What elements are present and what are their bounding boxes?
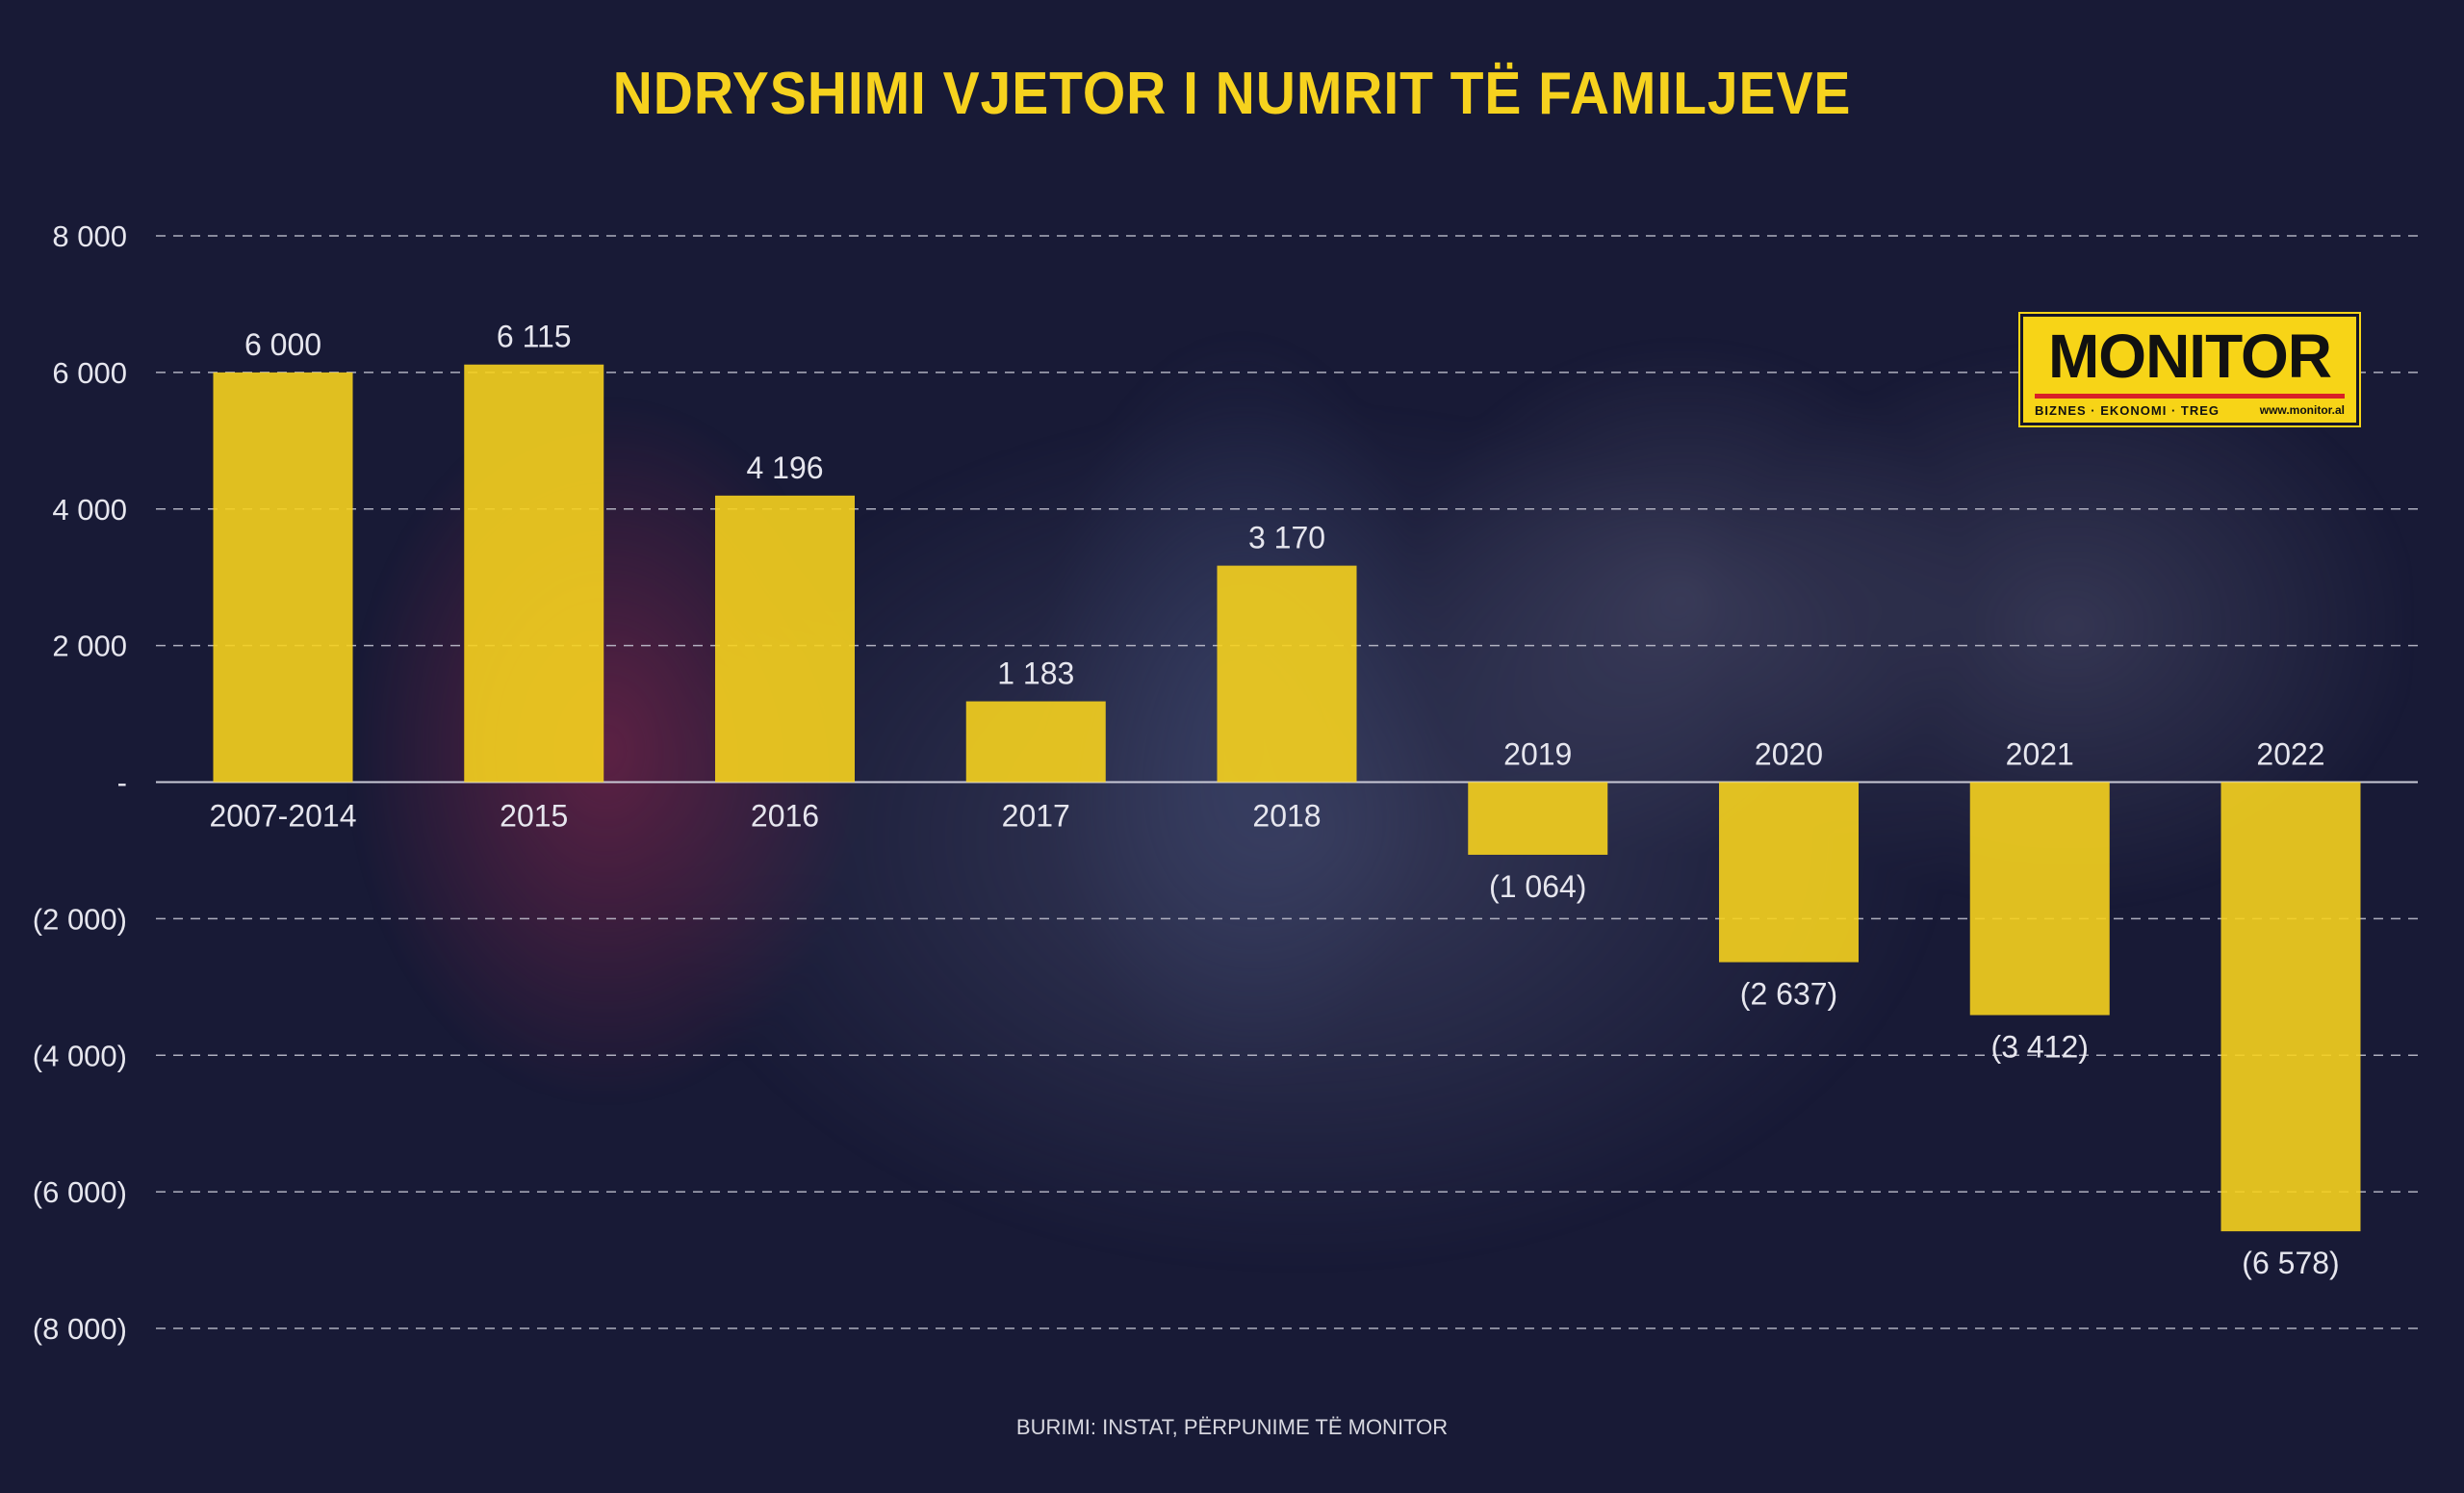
y-tick-label: 4 000 [52, 493, 127, 527]
x-category-label: 2007-2014 [209, 799, 356, 834]
x-category-label: 2018 [1252, 799, 1321, 834]
data-label: 3 170 [1248, 521, 1325, 555]
bar [2220, 782, 2361, 1232]
data-label: (6 578) [2242, 1246, 2339, 1280]
data-label: 6 000 [244, 327, 321, 362]
logo-tagline: BIZNES · EKONOMI · TREG [2035, 403, 2220, 418]
chart-title: NDRYSHIMI VJETOR I NUMRIT TË FAMILJEVE [612, 61, 1852, 127]
source-note: BURIMI: INSTAT, PËRPUNIME TË MONITOR [1015, 1415, 1449, 1439]
bar [1969, 782, 2110, 1016]
monitor-logo: MONITOR BIZNES · EKONOMI · TREG www.moni… [2018, 312, 2361, 427]
value-labels: 6 000 6 115 4 196 1 183 3 170 (1 064) (2 637) (… [244, 320, 2340, 1280]
y-tick-label: - [117, 766, 127, 800]
bar [715, 495, 855, 783]
logo-red-rule [2035, 394, 2345, 399]
x-axis-labels: 2007-2014 2015 2016 2017 2018 2019 2020 2021 202… [209, 737, 2324, 834]
bar [464, 364, 604, 783]
bars [213, 364, 2361, 1232]
bar [965, 701, 1106, 783]
data-label: (1 064) [1489, 869, 1586, 904]
data-label: 4 196 [746, 450, 823, 485]
x-category-label: 2021 [2006, 737, 2074, 772]
y-tick-label: 2 000 [52, 630, 127, 663]
y-tick-label: 8 000 [52, 219, 127, 253]
bar [1468, 782, 1608, 855]
y-tick-label: 6 000 [52, 356, 127, 390]
bar [213, 372, 353, 783]
y-tick-label: (8 000) [33, 1312, 127, 1346]
x-category-label: 2022 [2256, 737, 2324, 772]
bar [1719, 782, 1859, 963]
bar [1217, 565, 1357, 783]
x-category-label: 2017 [1002, 799, 1070, 834]
data-label: (2 637) [1740, 977, 1837, 1012]
x-category-label: 2015 [500, 799, 568, 834]
data-label: 1 183 [997, 656, 1074, 691]
x-category-label: 2020 [1755, 737, 1823, 772]
x-category-label: 2019 [1503, 737, 1572, 772]
logo-url: www.monitor.al [2259, 403, 2345, 417]
data-label: (3 412) [1991, 1030, 2089, 1065]
y-tick-label: (2 000) [33, 902, 127, 936]
logo-wordmark: MONITOR [2047, 322, 2332, 391]
y-tick-label: (6 000) [33, 1175, 127, 1209]
y-axis-ticks: 8 000 6 000 4 000 2 000 - (2 000) (4 000) (6 00… [33, 219, 127, 1346]
data-label: 6 115 [497, 320, 572, 354]
y-tick-label: (4 000) [33, 1039, 127, 1072]
x-category-label: 2016 [751, 799, 819, 834]
